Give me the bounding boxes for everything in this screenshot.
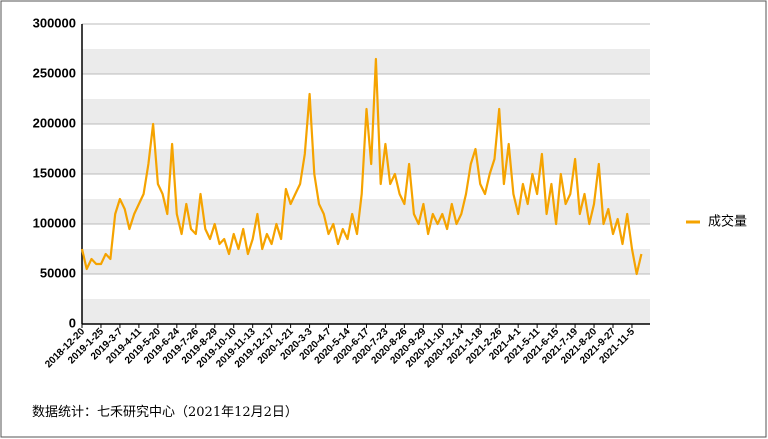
y-tick-label: 100000	[33, 215, 76, 230]
y-tick-label: 150000	[33, 165, 76, 180]
y-tick-label: 250000	[33, 65, 76, 80]
grid-band	[82, 299, 650, 324]
legend-label: 成交量	[708, 213, 747, 228]
grid-band	[82, 249, 650, 274]
grid-band	[82, 49, 650, 74]
y-tick-label: 200000	[33, 115, 76, 130]
y-tick-label: 50000	[40, 265, 76, 280]
plot-area: 0500001000001500002000002500003000002018…	[33, 15, 650, 370]
y-tick-label: 0	[69, 315, 76, 330]
grid-band	[82, 149, 650, 174]
data-line	[80, 57, 643, 276]
source-note: 数据统计：七禾研究中心（2021年12月2日）	[32, 405, 298, 420]
y-tick-label: 300000	[33, 15, 76, 30]
